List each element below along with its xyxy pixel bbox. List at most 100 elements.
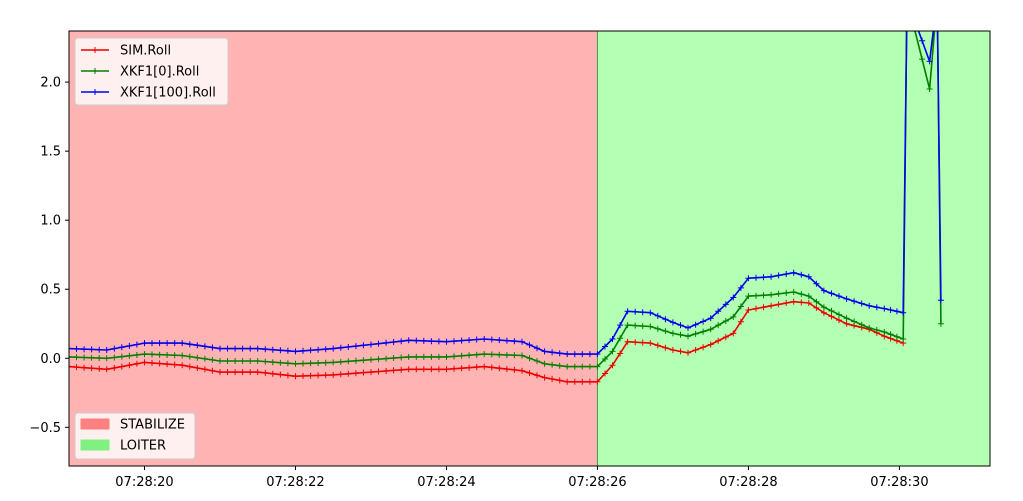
data-point [745, 293, 752, 300]
x-tick-label: 07:28:30 [870, 475, 928, 490]
data-point [858, 300, 865, 307]
data-point [209, 344, 216, 351]
data-point [315, 372, 322, 379]
data-point [843, 320, 850, 327]
data-point [156, 340, 163, 347]
data-point [337, 371, 344, 378]
data-point [69, 353, 72, 360]
data-point [149, 351, 155, 358]
data-point [186, 341, 193, 348]
data-point [194, 342, 201, 349]
data-point [887, 331, 894, 338]
data-point [813, 304, 820, 311]
data-point [564, 351, 571, 358]
x-tick-label: 07:28:26 [568, 475, 626, 490]
data-point [602, 343, 608, 350]
data-point [496, 351, 503, 358]
data-point [141, 340, 148, 347]
data-point [549, 361, 556, 368]
data-point [262, 346, 269, 353]
data-point [118, 363, 125, 370]
data-point [760, 274, 767, 281]
data-point [194, 354, 201, 361]
data-point [413, 366, 420, 373]
data-point [322, 346, 329, 353]
data-point [217, 369, 223, 376]
data-point [722, 334, 729, 341]
data-point [383, 355, 390, 362]
data-point [768, 273, 775, 280]
data-point [224, 358, 231, 364]
data-point [88, 346, 95, 353]
data-point [224, 345, 231, 352]
data-point [534, 372, 540, 379]
data-point [217, 358, 223, 364]
data-point [617, 335, 624, 342]
y-tick-label: −0.5 [29, 421, 61, 436]
data-point [692, 321, 699, 328]
data-point [700, 344, 707, 351]
data-point [126, 342, 133, 349]
data-point [843, 295, 850, 302]
data-point [798, 291, 805, 298]
data-point [481, 351, 488, 358]
data-point [420, 366, 427, 373]
y-tick-label: 0.5 [40, 283, 61, 298]
data-point [473, 336, 480, 343]
data-point [541, 348, 548, 355]
data-point [352, 370, 359, 377]
data-point [458, 337, 465, 344]
data-point [81, 364, 88, 371]
data-point [503, 337, 510, 344]
data-point [753, 292, 759, 299]
data-point [496, 365, 503, 372]
data-point [156, 351, 163, 358]
data-point [647, 309, 654, 316]
data-point [284, 372, 291, 379]
data-point [88, 354, 95, 361]
data-point [783, 300, 790, 306]
data-point [375, 340, 382, 347]
data-point [893, 308, 900, 315]
data-point [330, 345, 337, 352]
data-point [602, 356, 608, 362]
x-tick-label: 07:28:24 [417, 475, 475, 490]
data-point [232, 345, 239, 352]
data-point [443, 338, 450, 345]
data-point [322, 359, 329, 366]
data-point [345, 358, 352, 365]
data-point [730, 294, 737, 301]
data-point [390, 367, 397, 374]
data-point [775, 290, 782, 297]
data-point [594, 363, 601, 370]
data-point [556, 362, 563, 369]
legend-label: STABILIZE [120, 418, 185, 433]
data-point [881, 305, 888, 312]
data-point [828, 307, 835, 314]
data-point [239, 358, 246, 364]
data-point [662, 316, 669, 323]
data-point [571, 351, 578, 358]
data-point [103, 366, 110, 373]
data-point [375, 368, 382, 375]
data-point [526, 370, 533, 376]
data-point [315, 360, 322, 366]
data-point [647, 340, 654, 347]
data-point [571, 378, 578, 385]
legend-label: XKF1[100].Roll [120, 86, 216, 101]
data-point [232, 369, 239, 376]
data-point [926, 58, 933, 65]
data-point [534, 345, 540, 352]
data-point [511, 352, 518, 359]
data-point [179, 340, 186, 347]
data-point [503, 352, 510, 358]
data-point [836, 311, 842, 318]
data-point [156, 360, 163, 367]
data-point [753, 274, 759, 281]
data-point [277, 359, 284, 366]
data-point [783, 289, 790, 296]
data-point [707, 341, 714, 348]
data-point [937, 320, 944, 327]
data-point [866, 302, 873, 309]
data-point [164, 340, 171, 347]
